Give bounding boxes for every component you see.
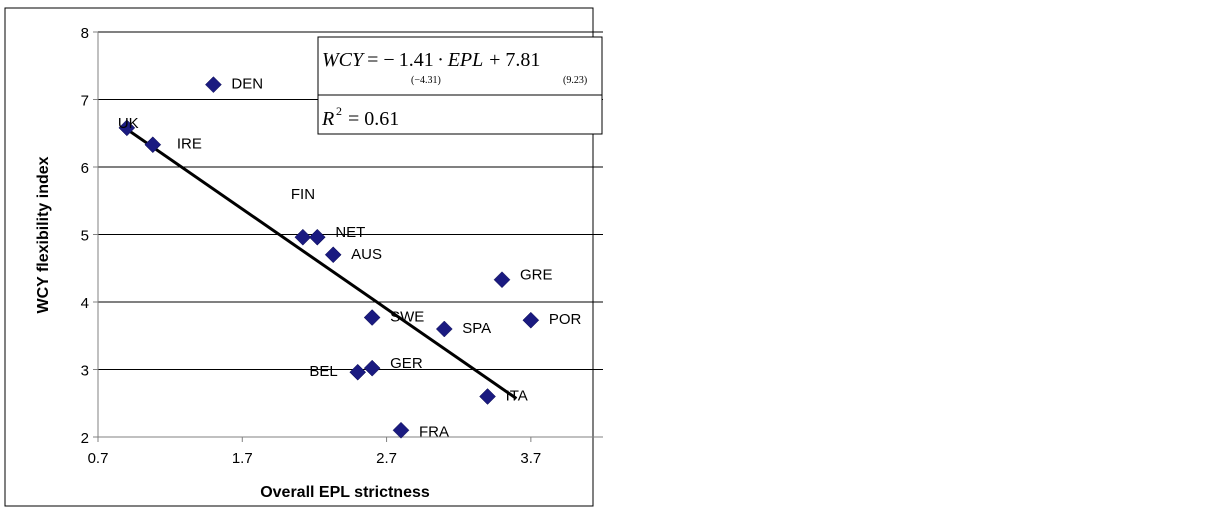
point-label-aus: AUS — [351, 246, 382, 263]
chart-right-svg: 2.03.04.05.06.07.08.01234Overall EPL str… — [605, 0, 1210, 520]
point-label-por: POR — [549, 311, 582, 328]
r2-value: = 0.61 — [348, 108, 399, 130]
equation-line: WCY = −1.41 · EPL +7.81 — [322, 49, 540, 71]
y-tick-label: 2 — [81, 430, 89, 447]
point-label-swe: SWE — [390, 309, 424, 326]
point-label-gre: GRE — [520, 267, 553, 284]
equation-intercept: 7.81 — [505, 49, 540, 71]
point-label-net: NET — [335, 224, 365, 241]
x-tick-label: 1.7 — [232, 450, 253, 467]
y-axis-title: WCY flexibility index — [35, 156, 52, 313]
y-tick-label: 7 — [81, 93, 89, 110]
equation-mid: · EPL + — [438, 49, 502, 71]
x-axis-title: Overall EPL strictness — [260, 484, 430, 501]
point-label-uk: UK — [118, 115, 139, 132]
y-tick-label: 8 — [81, 25, 89, 42]
point-label-ger: GER — [390, 355, 423, 372]
point-label-ita: ITA — [506, 388, 528, 405]
y-tick-label: 3 — [81, 363, 89, 380]
chart-right: 2.03.04.05.06.07.08.01234Overall EPL str… — [605, 0, 1210, 520]
equation-slope-tstat: (−4.31) — [411, 75, 441, 86]
equation-intercept-tstat: (9.23) — [563, 75, 587, 86]
point-label-fra: FRA — [419, 423, 449, 440]
r2-symbol: R — [321, 108, 334, 130]
point-label-fin: FIN — [291, 186, 315, 203]
y-tick-label: 6 — [81, 160, 89, 177]
y-tick-label: 4 — [81, 295, 89, 312]
chart-left-svg: 2 3 4 5 6 7 8 0.7 1.7 2.7 3.7 Overall EPL strictnes… — [0, 0, 605, 520]
equation-sign: = − — [367, 49, 395, 71]
x-tick-label: 3.7 — [520, 450, 541, 467]
point-label-den: DEN — [231, 76, 263, 93]
point-label-bel: BEL — [309, 363, 337, 380]
equation-lhs: WCY — [322, 49, 365, 71]
point-label-spa: SPA — [462, 320, 491, 337]
r2-exponent: 2 — [336, 104, 342, 118]
x-tick-label: 2.7 — [376, 450, 397, 467]
y-tick-label: 5 — [81, 228, 89, 245]
x-tick-label: 0.7 — [88, 450, 109, 467]
chart-left: 2 3 4 5 6 7 8 0.7 1.7 2.7 3.7 Overall EPL strictnes… — [0, 0, 605, 520]
equation-slope: 1.41 — [399, 49, 434, 71]
point-label-ire: IRE — [177, 136, 202, 153]
